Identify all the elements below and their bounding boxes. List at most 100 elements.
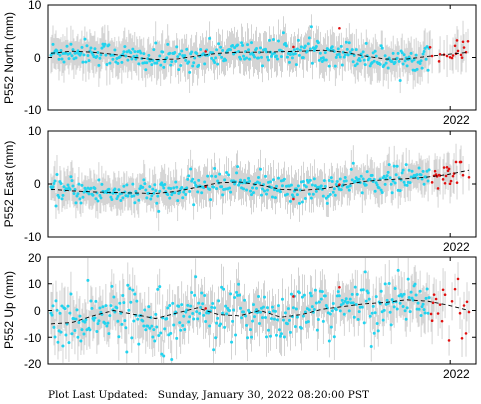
up-data-point (401, 304, 405, 308)
up-data-point (157, 334, 161, 338)
north-data-point (374, 54, 378, 58)
north-data-point (317, 58, 321, 62)
east-data-point (149, 197, 153, 201)
up-data-point (195, 310, 199, 314)
north-data-point (373, 49, 377, 53)
east-data-point (97, 178, 101, 182)
east-recent-point (447, 167, 451, 171)
up-recent-point (430, 319, 434, 322)
east-data-point (76, 192, 80, 196)
east-data-point (296, 184, 300, 188)
east-data-point (263, 174, 267, 178)
east-data-point (247, 176, 251, 180)
east-data-point (210, 174, 214, 178)
up-data-point (144, 328, 148, 332)
north-data-point (120, 60, 124, 64)
up-data-point (132, 319, 136, 323)
east-data-point (321, 194, 325, 198)
east-plot-frame (47, 130, 477, 238)
east-data-point (99, 196, 103, 200)
north-data-point (68, 51, 72, 55)
north-data-point (134, 57, 138, 61)
east-data-point (156, 194, 160, 198)
east-data-point (421, 169, 425, 173)
up-recent-point (464, 332, 468, 335)
up-data-point (158, 285, 162, 289)
north-data-point (159, 63, 163, 67)
north-outlier-point (338, 26, 341, 30)
north-data-point (332, 50, 336, 54)
north-data-point (342, 55, 346, 59)
up-data-point (389, 323, 393, 327)
up-data-point (242, 310, 246, 314)
east-data-point (158, 189, 162, 193)
north-data-point (241, 43, 245, 47)
east-data-point (120, 191, 124, 195)
north-data-point (397, 59, 401, 63)
east-data-point (379, 188, 383, 192)
east-data-point (53, 179, 57, 183)
up-data-point (169, 331, 173, 335)
east-recent-point (430, 181, 434, 184)
east-data-point (175, 185, 179, 189)
up-data-point (177, 304, 181, 308)
up-data-point (403, 309, 407, 313)
north-recent-point (455, 39, 459, 42)
up-data-point (407, 295, 411, 299)
east-data-point (81, 195, 85, 199)
north-data-point (97, 63, 101, 67)
up-data-point (314, 301, 318, 305)
north-data-point (346, 53, 350, 57)
up-data-point (97, 319, 101, 323)
east-data-point (242, 187, 246, 191)
east-data-point (87, 192, 91, 196)
east-data-point (350, 178, 354, 182)
north-data-point (272, 51, 276, 55)
up-data-point (270, 305, 274, 309)
up-data-point (316, 318, 320, 322)
north-data-point (257, 56, 261, 60)
east-data-point (375, 183, 379, 187)
east-data-point (390, 191, 394, 195)
up-data-point (152, 328, 156, 332)
east-data-point (163, 182, 167, 186)
east-data-point (307, 192, 311, 196)
north-data-point (343, 53, 347, 57)
up-data-point (88, 328, 92, 332)
east-data-point (132, 194, 136, 198)
up-data-point (379, 289, 383, 293)
east-data-point (235, 171, 239, 175)
up-data-point (393, 287, 397, 291)
up-data-point (120, 322, 124, 326)
east-data-point (151, 187, 155, 191)
up-data-point (382, 308, 386, 312)
up-data-point (141, 319, 145, 323)
north-data-point (246, 43, 250, 47)
north-data-point (382, 63, 386, 67)
east-data-point (416, 176, 420, 180)
east-data-point (191, 177, 195, 181)
up-data-point (258, 322, 262, 326)
north-data-point (352, 53, 356, 57)
east-data-point (223, 178, 227, 182)
north-data-point (158, 54, 162, 58)
east-data-point (119, 198, 123, 202)
north-data-point (70, 54, 74, 58)
east-data-point (243, 178, 247, 182)
north-data-point (419, 59, 423, 63)
east-data-point (147, 191, 151, 195)
north-data-point (165, 56, 169, 60)
north-data-point (155, 61, 159, 65)
north-data-point (393, 60, 397, 64)
north-data-point (248, 57, 252, 61)
north-data-point (129, 51, 133, 55)
up-data-point (180, 303, 184, 307)
east-data-point (77, 182, 81, 186)
north-data-point (258, 46, 262, 50)
up-data-point (346, 300, 350, 304)
up-data-point (196, 317, 200, 321)
east-data-point (255, 186, 259, 190)
east-data-point (298, 188, 302, 192)
up-data-point (231, 319, 235, 323)
up-data-point (426, 311, 430, 315)
